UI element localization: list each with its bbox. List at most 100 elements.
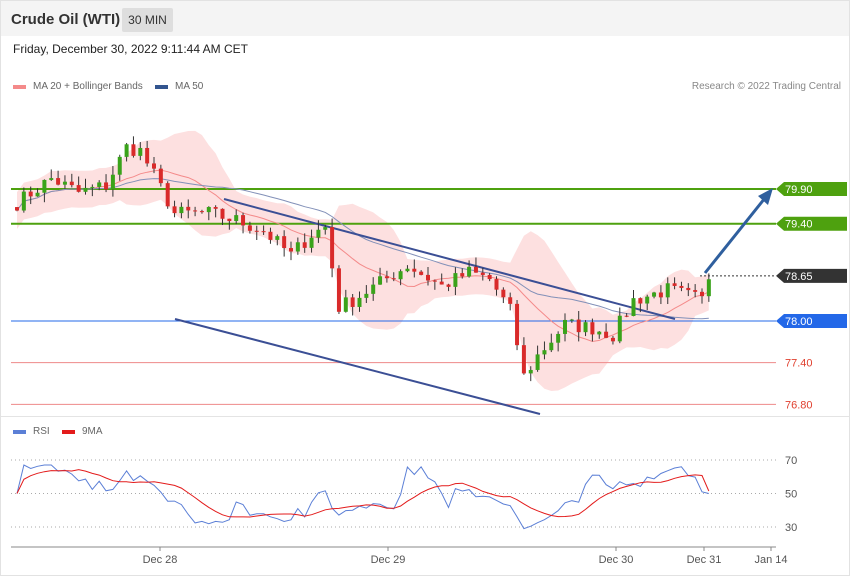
panel-divider	[1, 416, 849, 417]
candle-body	[117, 156, 122, 175]
candle-body	[419, 271, 424, 275]
candle-body	[336, 268, 341, 312]
candle-body	[343, 297, 348, 312]
candle-body	[124, 144, 129, 157]
candle-body	[254, 230, 259, 232]
candle-body	[49, 178, 54, 180]
candle-body	[247, 225, 252, 231]
level-label-78-65: 78.65	[785, 271, 813, 283]
legend-9ma-label: 9MA	[82, 426, 103, 437]
candle-body	[384, 276, 389, 279]
candle-body	[494, 279, 499, 290]
candle-body	[131, 144, 136, 156]
candle-body	[556, 333, 561, 343]
rsi-tick-70: 70	[785, 455, 797, 467]
candle-body	[261, 231, 266, 233]
legend-rsi-label: RSI	[33, 426, 50, 437]
candle-body	[378, 276, 383, 285]
candle-body	[432, 280, 437, 282]
level-label-76-80: 76.80	[785, 399, 813, 411]
legend-ma20-label: MA 20 + Bollinger Bands	[33, 81, 143, 92]
candle-body	[590, 322, 595, 335]
rsi-swatch	[13, 429, 26, 434]
candle-body	[583, 322, 588, 333]
candle-body	[152, 163, 156, 169]
candle-body	[460, 273, 465, 277]
candle-body	[83, 187, 88, 192]
candle-body	[371, 284, 376, 294]
legend-9ma: 9MA	[62, 426, 103, 437]
x-tick-label: Dec 29	[371, 554, 406, 566]
candle-body	[21, 191, 26, 211]
candle-body	[282, 236, 287, 249]
candle-body	[453, 273, 458, 287]
candle-body	[528, 369, 533, 374]
candle-body	[569, 319, 574, 321]
candle-body	[15, 207, 19, 211]
candle-body	[412, 268, 417, 272]
x-tick-label: Jan 14	[754, 554, 787, 566]
candle-body	[515, 303, 520, 346]
candle-body	[706, 279, 711, 297]
candle-body	[350, 297, 355, 307]
x-tick-label: Dec 31	[687, 554, 722, 566]
candle-body	[576, 319, 581, 333]
candle-body	[364, 293, 369, 298]
ma50-line	[16, 178, 709, 320]
candle-body	[473, 266, 478, 273]
projection-arrow-head	[758, 188, 773, 205]
candle-body	[617, 315, 622, 342]
candle-body	[158, 168, 163, 184]
candle-body	[227, 218, 232, 222]
candle-body	[535, 354, 540, 370]
candle-body	[693, 290, 698, 292]
level-label-box-79-90	[776, 182, 847, 196]
candle-body	[110, 174, 115, 190]
chart-datetime: Friday, December 30, 2022 9:11:44 AM CET	[13, 42, 249, 56]
candle-body	[658, 292, 663, 298]
candle-body	[330, 227, 335, 269]
level-label-box-79-40	[776, 216, 847, 231]
candle-body	[604, 331, 609, 338]
candle-body	[220, 208, 225, 219]
candle-body	[97, 182, 102, 187]
rsi-tick-50: 50	[785, 489, 797, 501]
candle-body	[206, 207, 211, 213]
level-label-79-90: 79.90	[785, 184, 813, 196]
candle-body	[610, 337, 615, 342]
candle-body	[165, 183, 170, 207]
legend-ma20: MA 20 + Bollinger Bands	[13, 81, 143, 92]
candle-body	[467, 266, 472, 277]
candle-body	[309, 237, 314, 248]
candle-body	[480, 272, 485, 275]
candle-body	[405, 268, 410, 272]
candle-body	[69, 181, 74, 186]
candle-body	[268, 231, 273, 240]
candle-body	[357, 297, 362, 307]
projection-arrow-shaft	[703, 197, 767, 274]
candle-body	[199, 211, 204, 213]
candle-body	[645, 296, 650, 304]
chart-header: Crude Oil (WTI) 30 MIN	[1, 1, 849, 36]
legend-ma50: MA 50	[155, 81, 203, 92]
candle-body	[323, 227, 328, 230]
timeframe-button[interactable]: 30 MIN	[122, 8, 173, 32]
candle-body	[446, 284, 451, 287]
candle-body	[549, 342, 554, 351]
channel-lower-line	[174, 318, 541, 415]
candle-body	[76, 185, 81, 192]
candle-body	[302, 242, 307, 248]
x-tick-label: Dec 30	[599, 554, 634, 566]
channel-upper-line	[223, 198, 676, 320]
ma20-swatch	[13, 84, 26, 89]
candle-body	[398, 271, 403, 280]
candle-body	[104, 182, 109, 190]
candle-body	[213, 207, 218, 209]
ma50-swatch	[155, 84, 168, 89]
candle-body	[508, 297, 513, 304]
ma9-swatch	[62, 429, 75, 434]
candle-body	[186, 206, 191, 211]
candle-body	[679, 285, 684, 288]
candle-body	[275, 236, 280, 240]
